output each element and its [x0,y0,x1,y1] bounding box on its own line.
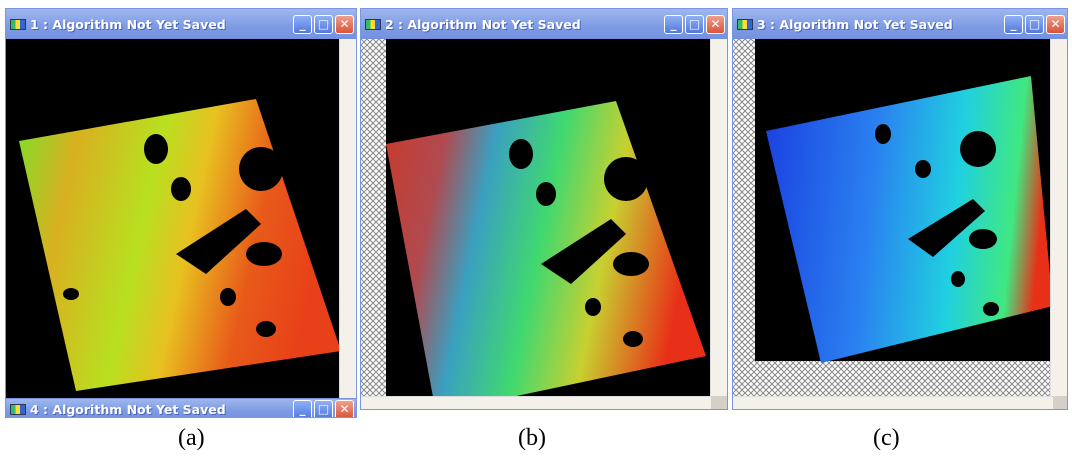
close[interactable]: ✕ [1046,15,1065,34]
vertical-scrollbar[interactable] [339,39,356,400]
window-title: 2 : Algorithm Not Yet Saved [385,17,664,32]
app-icon [365,19,381,30]
window-1: 1 : Algorithm Not Yet Saved_□✕ [5,8,357,400]
window-3: 3 : Algorithm Not Yet Saved_□✕ [732,8,1068,410]
page: 1 : Algorithm Not Yet Saved_□✕ 4 : Algor… [0,0,1072,457]
horizontal-scrollbar[interactable] [361,396,711,410]
minimize[interactable]: _ [664,15,683,34]
window-4: 4 : Algorithm Not Yet Saved_□✕ [5,398,357,418]
close[interactable]: ✕ [335,15,354,34]
app-icon [10,19,26,30]
horizontal-scrollbar[interactable] [733,396,1053,410]
window-title: 4 : Algorithm Not Yet Saved [30,402,293,417]
title-bar: 2 : Algorithm Not Yet Saved_□✕ [361,9,727,39]
image-view [6,39,341,400]
image-view [361,39,711,396]
minimize[interactable]: _ [293,400,312,419]
close[interactable]: ✕ [706,15,725,34]
maximize[interactable]: □ [314,400,333,419]
minimize[interactable]: _ [1004,15,1023,34]
vertical-scrollbar[interactable] [1050,39,1067,396]
caption: (c) [873,425,900,452]
maximize[interactable]: □ [1025,15,1044,34]
window-2: 2 : Algorithm Not Yet Saved_□✕ [360,8,728,410]
title-bar: 4 : Algorithm Not Yet Saved_□✕ [6,399,356,418]
app-icon [737,19,753,30]
maximize[interactable]: □ [685,15,704,34]
title-bar: 1 : Algorithm Not Yet Saved_□✕ [6,9,356,39]
close[interactable]: ✕ [335,400,354,419]
title-bar: 3 : Algorithm Not Yet Saved_□✕ [733,9,1067,39]
window-title: 1 : Algorithm Not Yet Saved [30,17,293,32]
image-view [733,39,1053,396]
app-icon [10,404,26,415]
minimize[interactable]: _ [293,15,312,34]
caption: (b) [518,425,546,452]
vertical-scrollbar[interactable] [710,39,727,396]
caption: (a) [178,425,205,452]
window-title: 3 : Algorithm Not Yet Saved [757,17,1004,32]
maximize[interactable]: □ [314,15,333,34]
